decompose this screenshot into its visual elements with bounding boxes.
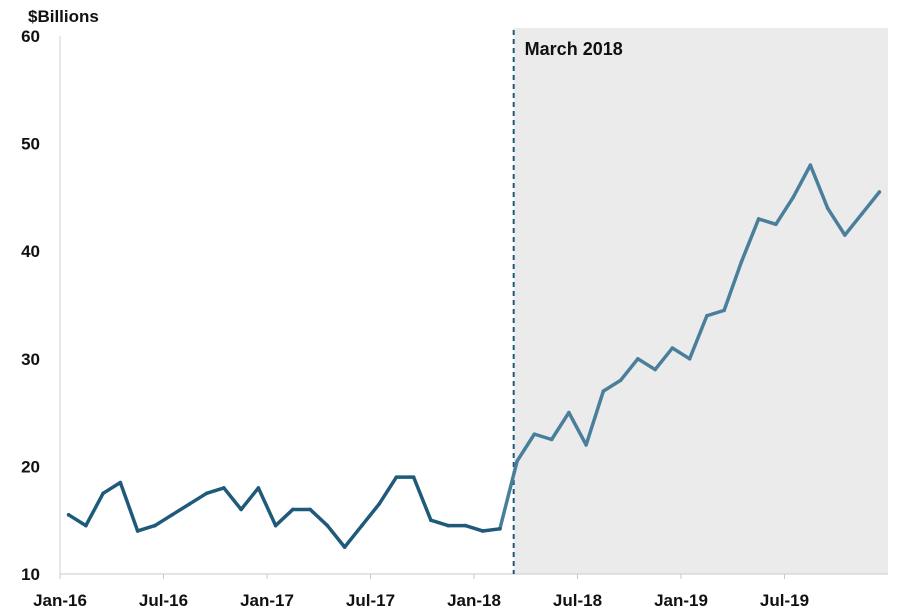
x-tick-label: Jul-18 bbox=[553, 591, 602, 610]
data-point bbox=[808, 163, 813, 167]
data-point bbox=[429, 518, 433, 522]
data-point bbox=[636, 357, 640, 361]
data-point bbox=[394, 475, 399, 479]
y-tick-label: 10 bbox=[21, 565, 40, 584]
x-tick-labels: Jan-16 Jul-16 Jan-17 Jul-17 Jan-18 Jul-18 Jan-… bbox=[33, 591, 809, 610]
data-point bbox=[360, 523, 364, 528]
y-tick-label: 30 bbox=[21, 350, 40, 369]
y-tick-label: 20 bbox=[21, 457, 40, 476]
data-point bbox=[153, 523, 157, 528]
x-tick-label: Jan-18 bbox=[447, 591, 501, 610]
data-point bbox=[325, 523, 330, 528]
data-point bbox=[532, 432, 537, 436]
data-point bbox=[567, 410, 571, 415]
data-point bbox=[756, 217, 761, 221]
shaded-region bbox=[513, 28, 888, 574]
data-point bbox=[135, 529, 140, 533]
data-point bbox=[843, 233, 847, 237]
data-point bbox=[498, 527, 502, 531]
data-point bbox=[618, 378, 623, 383]
series-line-before bbox=[66, 475, 502, 549]
data-point bbox=[670, 346, 675, 350]
data-point bbox=[342, 545, 347, 549]
y-tick-label: 60 bbox=[21, 27, 40, 46]
x-tick-marks bbox=[59, 574, 785, 579]
y-tick-label: 50 bbox=[21, 135, 40, 154]
data-point bbox=[774, 222, 778, 227]
data-point bbox=[601, 389, 606, 393]
data-point bbox=[791, 195, 795, 200]
data-point bbox=[463, 523, 468, 528]
x-tick-label: Jul-17 bbox=[346, 591, 395, 610]
data-point bbox=[308, 507, 312, 512]
data-point bbox=[705, 313, 709, 318]
data-point bbox=[584, 443, 588, 447]
data-point bbox=[291, 507, 295, 512]
data-point bbox=[66, 513, 71, 517]
data-point bbox=[687, 357, 692, 361]
data-point bbox=[187, 502, 192, 506]
x-tick-label: Jan-16 bbox=[33, 591, 87, 610]
data-point bbox=[239, 507, 243, 512]
data-point bbox=[377, 502, 381, 506]
data-point bbox=[411, 475, 416, 479]
data-point bbox=[653, 367, 657, 372]
y-axis-unit-label: $Billions bbox=[28, 7, 99, 26]
data-point bbox=[204, 491, 209, 496]
x-tick-label: Jan-17 bbox=[240, 591, 294, 610]
data-point bbox=[549, 437, 554, 442]
data-point bbox=[825, 206, 830, 210]
data-point bbox=[222, 486, 226, 490]
x-tick-label: Jan-19 bbox=[654, 591, 708, 610]
data-point bbox=[273, 523, 278, 528]
data-points bbox=[66, 163, 882, 549]
data-point bbox=[84, 523, 88, 528]
data-point bbox=[722, 308, 726, 313]
data-point bbox=[446, 523, 450, 528]
data-point bbox=[860, 211, 864, 216]
data-point bbox=[480, 529, 485, 533]
x-tick-label: Jul-19 bbox=[760, 591, 809, 610]
data-point bbox=[118, 480, 123, 485]
data-point bbox=[739, 260, 744, 264]
y-tick-labels: 10 20 30 40 50 60 bbox=[21, 27, 40, 584]
data-point bbox=[877, 190, 882, 194]
data-point bbox=[170, 513, 174, 517]
y-tick-label: 40 bbox=[21, 242, 40, 261]
x-tick-label: Jul-16 bbox=[139, 591, 188, 610]
data-point bbox=[515, 459, 519, 463]
data-point bbox=[101, 491, 105, 496]
data-point bbox=[256, 486, 261, 490]
annotation-label: March 2018 bbox=[525, 39, 623, 59]
